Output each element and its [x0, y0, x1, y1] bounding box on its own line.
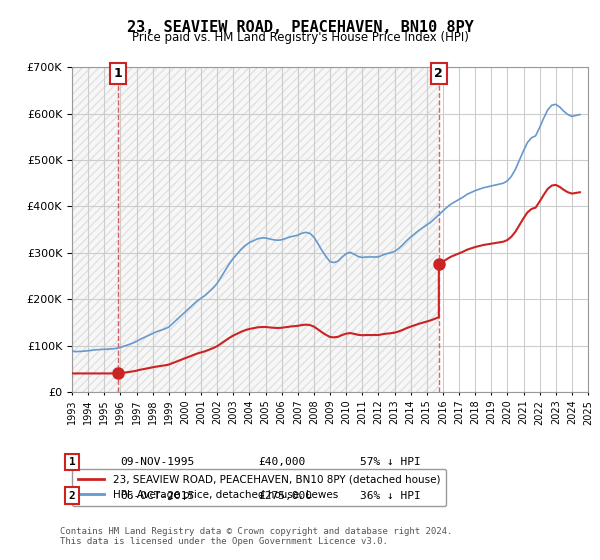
Text: £275,000: £275,000 [258, 491, 312, 501]
Bar [118, 67, 439, 392]
Text: 2: 2 [434, 67, 443, 80]
Text: 1: 1 [113, 67, 122, 80]
Legend: 23, SEAVIEW ROAD, PEACEHAVEN, BN10 8PY (detached house), HPI: Average price, det: 23, SEAVIEW ROAD, PEACEHAVEN, BN10 8PY (… [72, 469, 446, 506]
Text: 36% ↓ HPI: 36% ↓ HPI [360, 491, 421, 501]
Text: 23, SEAVIEW ROAD, PEACEHAVEN, BN10 8PY: 23, SEAVIEW ROAD, PEACEHAVEN, BN10 8PY [127, 20, 473, 35]
Text: Price paid vs. HM Land Registry's House Price Index (HPI): Price paid vs. HM Land Registry's House … [131, 31, 469, 44]
Text: 57% ↓ HPI: 57% ↓ HPI [360, 457, 421, 467]
Text: 06-OCT-2015: 06-OCT-2015 [120, 491, 194, 501]
Bar [72, 67, 118, 392]
Text: 09-NOV-1995: 09-NOV-1995 [120, 457, 194, 467]
Text: £40,000: £40,000 [258, 457, 305, 467]
Text: 1: 1 [68, 457, 76, 467]
Text: Contains HM Land Registry data © Crown copyright and database right 2024.
This d: Contains HM Land Registry data © Crown c… [60, 526, 452, 546]
Text: 2: 2 [68, 491, 76, 501]
Bar [72, 67, 118, 392]
